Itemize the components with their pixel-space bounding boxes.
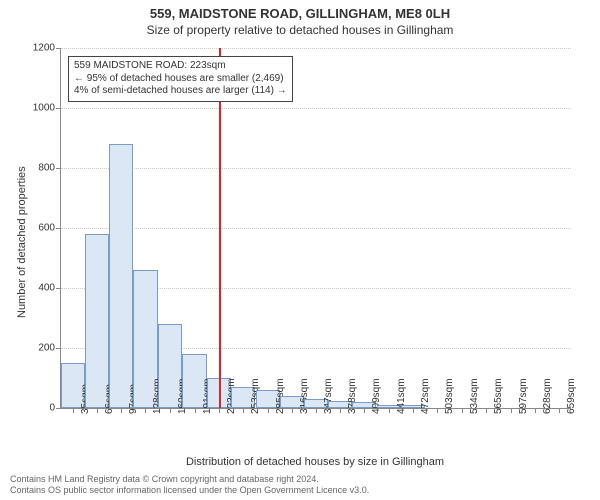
histogram-bar [85, 234, 109, 408]
x-tick [268, 408, 269, 413]
annotation-line3: 4% of semi-detached houses are larger (1… [74, 85, 287, 98]
x-tick [340, 408, 341, 413]
x-tick [195, 408, 196, 413]
x-tick [73, 408, 74, 413]
x-tick-label: 659sqm [562, 378, 577, 414]
x-tick [511, 408, 512, 413]
y-tick-label: 400 [38, 283, 61, 294]
x-tick-label: 441sqm [392, 378, 407, 414]
x-tick [462, 408, 463, 413]
x-tick [413, 408, 414, 413]
x-tick [219, 408, 220, 413]
annotation-line2: ← 95% of detached houses are smaller (2,… [74, 73, 287, 86]
chart-container: 559, MAIDSTONE ROAD, GILLINGHAM, ME8 0LH… [0, 0, 600, 500]
x-tick-label: 565sqm [489, 378, 504, 414]
x-tick [170, 408, 171, 413]
x-tick [121, 408, 122, 413]
x-tick [389, 408, 390, 413]
x-tick [437, 408, 438, 413]
x-tick [145, 408, 146, 413]
x-tick [97, 408, 98, 413]
title-subtitle: Size of property relative to detached ho… [0, 21, 600, 37]
x-tick-label: 503sqm [440, 378, 455, 414]
grid-line [61, 168, 571, 169]
footer-line2: Contains OS public sector information li… [10, 485, 369, 496]
y-tick-label: 0 [49, 403, 61, 414]
x-tick-label: 628sqm [538, 378, 553, 414]
plot-area: 02004006008001000120035sqm66sqm97sqm128s… [60, 48, 571, 409]
grid-line [61, 228, 571, 229]
x-tick [316, 408, 317, 413]
x-tick [559, 408, 560, 413]
x-tick-label: 472sqm [416, 378, 431, 414]
y-tick-label: 1200 [33, 43, 61, 54]
reference-line [219, 48, 221, 408]
x-tick [292, 408, 293, 413]
footer-line1: Contains HM Land Registry data © Crown c… [10, 474, 369, 485]
x-tick [364, 408, 365, 413]
x-tick [535, 408, 536, 413]
y-axis-label: Number of detached properties [16, 166, 28, 318]
grid-line [61, 48, 571, 49]
y-tick-label: 600 [38, 223, 61, 234]
x-tick [243, 408, 244, 413]
title-address: 559, MAIDSTONE ROAD, GILLINGHAM, ME8 0LH [0, 0, 600, 21]
x-tick-label: 409sqm [367, 378, 382, 414]
x-tick [486, 408, 487, 413]
x-axis-label: Distribution of detached houses by size … [60, 456, 570, 468]
histogram-bar [109, 144, 133, 408]
x-tick-label: 316sqm [295, 378, 310, 414]
footer-credits: Contains HM Land Registry data © Crown c… [10, 474, 369, 497]
grid-line [61, 108, 571, 109]
y-tick-label: 800 [38, 163, 61, 174]
annotation-line1: 559 MAIDSTONE ROAD: 223sqm [74, 60, 287, 73]
x-tick-label: 534sqm [465, 378, 480, 414]
x-tick-label: 347sqm [319, 378, 334, 414]
x-tick-label: 597sqm [514, 378, 529, 414]
y-tick-label: 1000 [33, 103, 61, 114]
annotation-box: 559 MAIDSTONE ROAD: 223sqm ← 95% of deta… [68, 56, 293, 102]
y-tick-label: 200 [38, 343, 61, 354]
x-tick-label: 378sqm [343, 378, 358, 414]
